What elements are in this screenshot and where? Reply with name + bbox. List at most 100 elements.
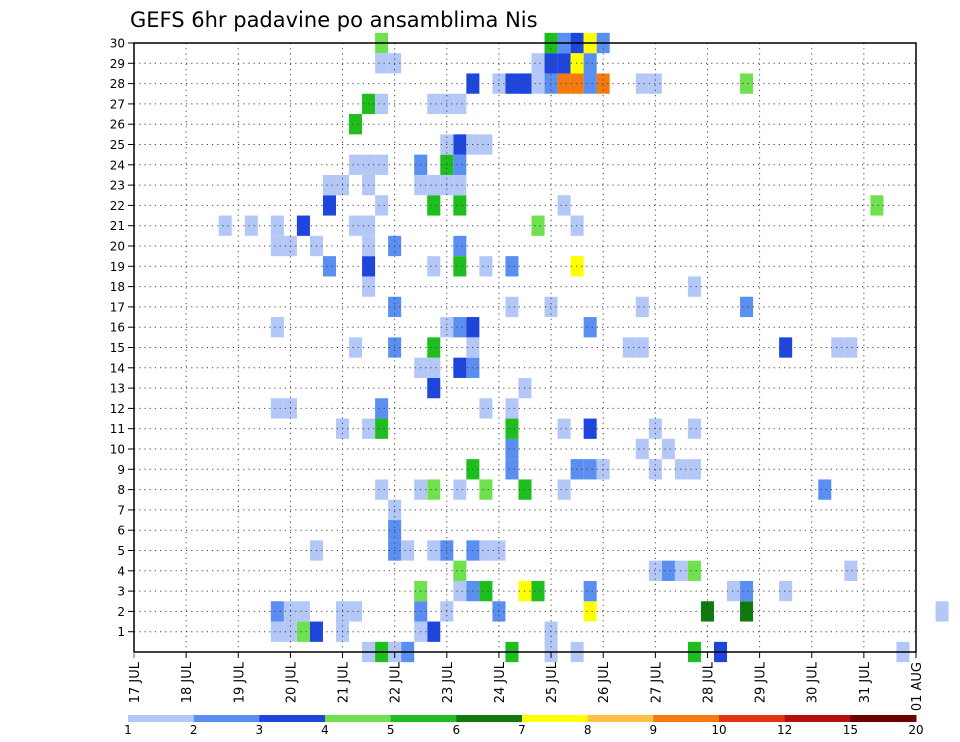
heatmap-cell xyxy=(727,580,741,602)
y-tick-label: 10 xyxy=(110,443,125,457)
y-tick-label: 19 xyxy=(110,260,125,274)
heatmap-cell xyxy=(557,195,571,216)
heatmap-cell xyxy=(270,235,284,257)
heatmap-cell xyxy=(740,296,754,318)
y-tick-label: 11 xyxy=(110,422,125,436)
heatmap-cell xyxy=(375,195,389,216)
x-tick-label: 17 JUL xyxy=(128,661,143,703)
x-tick-label: 29 JUL xyxy=(754,661,769,703)
heatmap-cell xyxy=(505,438,519,460)
legend-color-segment xyxy=(653,715,720,722)
heatmap-cell xyxy=(296,601,310,622)
heatmap-cell xyxy=(375,479,389,500)
heatmap-cell xyxy=(479,398,493,419)
heatmap-cell xyxy=(375,93,389,115)
x-tick-label: 20 JUL xyxy=(284,661,299,703)
x-tick-label: 01 AUG xyxy=(910,662,925,711)
legend-color-segment xyxy=(193,715,260,722)
heatmap-cell xyxy=(427,337,441,358)
heatmap-cell xyxy=(531,53,545,74)
y-tick-label: 12 xyxy=(110,402,125,416)
heatmap-cell xyxy=(557,418,571,439)
legend-level-label: 4 xyxy=(321,723,329,737)
heatmap-cell xyxy=(322,174,337,196)
heatmap-cell xyxy=(427,93,441,115)
x-tick-label: 24 JUL xyxy=(493,661,508,703)
y-tick-label: 16 xyxy=(110,321,125,335)
heatmap-cell xyxy=(583,317,597,338)
heatmap-cell xyxy=(531,215,545,236)
heatmap-cell xyxy=(375,398,389,419)
heatmap-cell xyxy=(401,540,415,561)
heatmap-cell xyxy=(687,560,701,581)
y-tick-label: 23 xyxy=(110,179,125,193)
heatmap-cell xyxy=(505,73,519,94)
heatmap-cell xyxy=(661,560,675,581)
y-tick-label: 18 xyxy=(110,280,125,294)
heatmap-cell xyxy=(427,479,441,500)
legend-level-label: 20 xyxy=(908,723,923,737)
y-tick-label: 9 xyxy=(117,463,125,477)
heatmap-cell xyxy=(622,337,636,358)
legend-level-label: 5 xyxy=(387,723,395,737)
heatmap-cell xyxy=(453,93,467,115)
heatmap-cell xyxy=(349,114,363,135)
legend-level-label: 10 xyxy=(711,723,726,737)
legend-level-label: 2 xyxy=(190,723,198,737)
heatmap-cell xyxy=(661,438,675,460)
heatmap-cell xyxy=(583,53,597,74)
x-tick-label: 27 JUL xyxy=(649,661,664,703)
y-tick-label: 30 xyxy=(110,37,125,51)
heatmap-cell xyxy=(635,73,649,94)
x-tick-label: 31 JUL xyxy=(858,661,873,703)
heatmap-cell xyxy=(583,73,597,94)
heatmap-cell xyxy=(427,174,441,196)
heatmap-cell xyxy=(453,134,467,155)
heatmap-cell xyxy=(427,195,441,216)
y-tick-label: 5 xyxy=(117,544,125,558)
heatmap-cell xyxy=(479,256,493,277)
legend-level-label: 8 xyxy=(584,723,592,737)
legend-color-segment xyxy=(259,715,326,722)
heatmap-cell xyxy=(479,580,493,602)
y-tick-label: 25 xyxy=(110,138,125,152)
color-legend: 1 2 3 4 5 6 7 8 9 10 12 15 20 xyxy=(124,715,924,737)
heatmap-cell xyxy=(635,296,649,318)
heatmap-cell xyxy=(740,601,754,622)
heatmap-cell xyxy=(479,134,493,155)
heatmap-cell xyxy=(818,479,832,500)
heatmap-cell xyxy=(674,560,688,581)
heatmap-cell xyxy=(479,479,493,500)
heatmap-cell xyxy=(427,256,441,277)
heatmap-cell xyxy=(531,73,545,94)
heatmap-cell xyxy=(453,560,467,581)
heatmap-cell xyxy=(687,276,701,297)
heatmap-cell xyxy=(687,459,701,480)
y-tick-label: 8 xyxy=(117,483,125,497)
x-tick-label: 21 JUL xyxy=(337,661,352,703)
heatmap-cell xyxy=(453,174,467,196)
heatmap-cell xyxy=(844,560,858,581)
heatmap-cell xyxy=(700,601,714,622)
x-tick-label: 30 JUL xyxy=(806,661,821,703)
heatmap-cell xyxy=(779,580,793,602)
heatmap-cell xyxy=(583,580,597,602)
heatmap-cell xyxy=(427,621,441,642)
legend-color-segment xyxy=(456,715,523,722)
heatmap-cell xyxy=(557,73,571,94)
heatmap-cell xyxy=(375,154,389,175)
x-tick-label: 25 JUL xyxy=(545,661,560,703)
y-tick-label: 14 xyxy=(110,361,125,375)
heatmap-cell xyxy=(635,438,649,460)
heatmap-cell xyxy=(270,317,284,338)
heatmap-cell xyxy=(870,195,884,216)
heatmap-cell xyxy=(375,418,389,439)
legend-color-segment xyxy=(784,715,851,722)
heatmap-cell xyxy=(375,53,389,74)
legend-color-segment xyxy=(128,715,195,722)
legend-color-segment xyxy=(587,715,654,722)
heatmap-cell xyxy=(583,459,597,480)
x-tick-label: 23 JUL xyxy=(441,661,456,703)
y-tick-label: 4 xyxy=(117,564,125,578)
